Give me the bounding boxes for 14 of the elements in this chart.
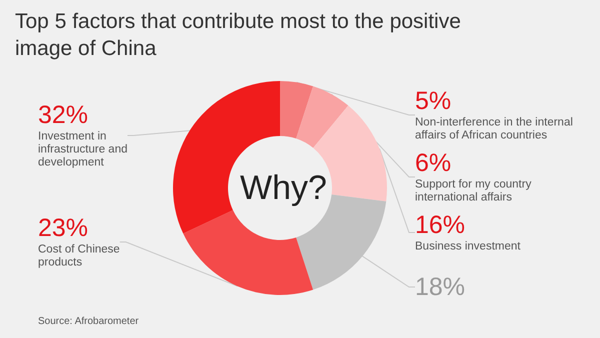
chart-title: Top 5 factors that contribute most to the positive image of China (15, 9, 462, 62)
slice-label: Support for my country international affairs (415, 178, 532, 204)
slice-label: Cost of Chinese products (38, 244, 120, 268)
data-label: 16% (415, 211, 466, 239)
data-label: 23% (38, 214, 88, 242)
slice-label: Non-interference in the internal affairs of African countries (415, 116, 573, 142)
slice-label: Business investment (415, 240, 522, 252)
data-label: 5% (415, 87, 452, 115)
data-label: 18% (415, 273, 466, 301)
text: Why? (240, 169, 327, 207)
data-label: 32% (38, 101, 88, 129)
slice-label: Investment in infrastructure and development (38, 130, 128, 168)
data-label: 6% (415, 149, 452, 177)
source-note: Source: Afrobarometer (38, 316, 139, 327)
